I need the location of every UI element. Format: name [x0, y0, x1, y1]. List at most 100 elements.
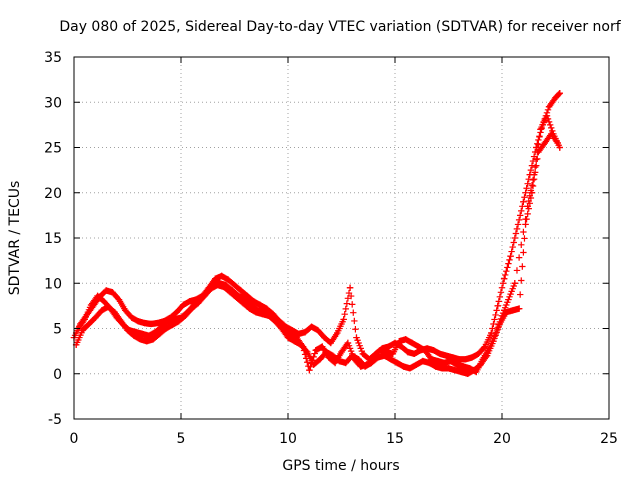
data-point [115, 296, 123, 303]
data-point [162, 325, 170, 332]
data-point [520, 198, 527, 205]
data-point [113, 314, 120, 321]
data-point [421, 347, 429, 354]
data-point [308, 323, 315, 330]
data-point [248, 301, 255, 309]
data-point [507, 252, 514, 260]
x-tick-label: 25 [600, 431, 618, 447]
plot-frame [73, 56, 610, 420]
data-point [79, 327, 86, 334]
data-point [212, 275, 219, 282]
data-point [408, 339, 416, 347]
data-point [122, 307, 129, 314]
data-point [218, 272, 225, 280]
data-point [370, 352, 377, 359]
data-point [256, 301, 264, 309]
y-tick-label: -5 [48, 412, 62, 428]
data-point [385, 343, 392, 350]
data-point [164, 318, 172, 325]
data-point [353, 334, 360, 341]
data-point [250, 298, 257, 305]
data-point [400, 363, 407, 370]
x-tick-label: 5 [177, 431, 186, 447]
data-point [149, 336, 157, 343]
data-point [441, 359, 448, 367]
data-point [231, 281, 238, 289]
data-point [511, 280, 519, 287]
data-point [389, 350, 397, 358]
data-point [460, 363, 467, 370]
data-point [267, 310, 275, 318]
data-point [359, 350, 367, 358]
data-point [98, 307, 106, 314]
data-point [411, 350, 418, 358]
data-point [139, 330, 146, 338]
data-point [515, 305, 523, 312]
data-point [363, 361, 371, 368]
x-tick-label: 10 [279, 431, 297, 447]
y-tick-label: 30 [44, 95, 62, 111]
axes: 0 5 10 15 20 25 -5 0 5 10 15 20 25 30 35 [44, 50, 618, 447]
data-point [346, 284, 354, 291]
data-point [430, 347, 437, 354]
grid [74, 57, 609, 419]
data-point [224, 276, 232, 283]
data-point [280, 321, 287, 329]
data-point [237, 287, 245, 294]
data-point [438, 365, 446, 372]
data-point [132, 328, 140, 336]
data-point [387, 356, 394, 363]
data-point [229, 287, 236, 294]
data-point [473, 368, 480, 376]
data-point [128, 314, 135, 321]
data-point [456, 356, 463, 363]
chart-title: Day 080 of 2025, Sidereal Day-to-day VTE… [59, 19, 621, 35]
data-point [254, 307, 262, 314]
data-point [261, 309, 268, 316]
data-point [443, 352, 450, 359]
x-tick-label: 20 [493, 431, 511, 447]
data-point [186, 298, 193, 305]
data-point [314, 327, 322, 334]
data-point [338, 348, 345, 356]
y-tick-label: 20 [44, 186, 62, 202]
data-point [327, 339, 334, 347]
data-point [158, 323, 165, 330]
data-point [319, 343, 326, 350]
data-point [447, 357, 454, 365]
data-point [479, 356, 486, 363]
data-point [235, 292, 242, 300]
data-point [312, 347, 320, 354]
x-tick-label: 0 [70, 431, 79, 447]
data-point [152, 328, 159, 336]
x-tick-label: 15 [386, 431, 404, 447]
data-point [432, 363, 439, 370]
data-point [81, 316, 88, 323]
data-point [340, 316, 347, 323]
data-point [464, 370, 471, 377]
data-point [426, 359, 433, 367]
data-point [284, 334, 292, 341]
data-point [374, 354, 382, 361]
y-axis-title: SDTVAR / TECUs [7, 181, 23, 296]
y-tick-label: 0 [53, 367, 62, 383]
data-point [494, 302, 501, 310]
data-point [541, 139, 548, 147]
data-point [184, 309, 191, 316]
y-tick-label: 25 [44, 141, 62, 157]
data-point [179, 301, 187, 309]
data-point [306, 366, 313, 374]
data-point [537, 126, 544, 133]
data-point [85, 320, 93, 328]
data-point [145, 332, 153, 339]
data-point [143, 337, 150, 345]
x-axis-title: GPS time / hours [282, 458, 399, 474]
data-point [278, 325, 285, 332]
data-point [509, 307, 516, 314]
data-point [107, 305, 114, 312]
data-point [147, 320, 155, 328]
data-point [436, 350, 444, 358]
data-point [415, 343, 422, 350]
data-point [458, 368, 465, 376]
data-point [216, 280, 223, 287]
